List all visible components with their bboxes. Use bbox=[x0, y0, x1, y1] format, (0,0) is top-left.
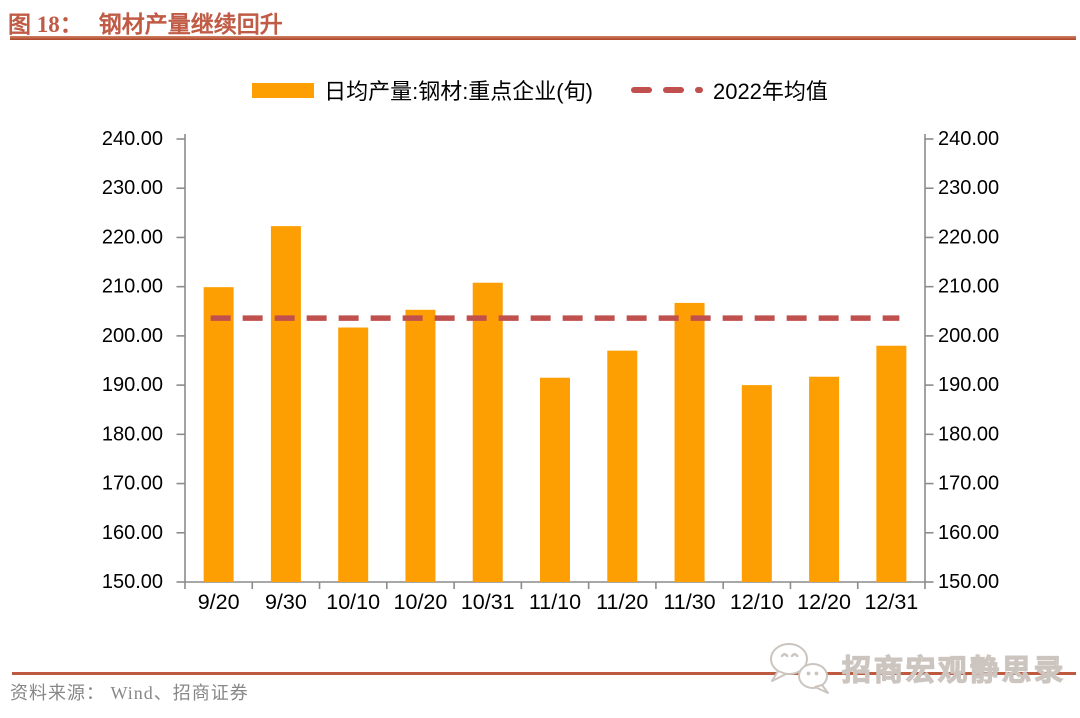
y-axis-label-right: 240.00 bbox=[938, 128, 999, 150]
y-axis-label-left: 160.00 bbox=[102, 522, 163, 544]
y-axis-label-right: 160.00 bbox=[938, 522, 999, 544]
y-axis-label-right: 180.00 bbox=[938, 423, 999, 445]
watermark: 招商宏观静思录 bbox=[764, 636, 1066, 700]
y-axis-label-left: 180.00 bbox=[102, 423, 163, 445]
legend-item-average-line: 2022年均值 bbox=[630, 74, 828, 106]
bar-11/20 bbox=[607, 350, 638, 582]
y-axis-label-right: 220.00 bbox=[938, 226, 999, 248]
y-axis-label-right: 150.00 bbox=[938, 571, 999, 593]
wechat-icon bbox=[769, 643, 829, 694]
x-axis-label: 10/10 bbox=[326, 590, 380, 614]
x-axis-label: 10/20 bbox=[394, 590, 448, 614]
bar-12/31 bbox=[876, 345, 907, 582]
x-axis-label: 11/10 bbox=[529, 590, 581, 614]
watermark-label: 招商宏观静思录 bbox=[841, 654, 1066, 687]
bar-10/20 bbox=[405, 309, 436, 582]
bar-12/20 bbox=[809, 376, 840, 582]
bar-9/30 bbox=[270, 226, 301, 582]
bar-10/31 bbox=[472, 282, 503, 582]
bar-11/30 bbox=[674, 302, 705, 582]
chart-legend: 日均产量:钢材:重点企业(旬) 2022年均值 bbox=[0, 74, 1080, 106]
x-axis-label: 11/20 bbox=[596, 590, 648, 614]
bar-12/10 bbox=[741, 385, 772, 582]
figure-header: 图 18： 钢材产量继续回升 bbox=[8, 5, 283, 39]
legend-line-label: 2022年均值 bbox=[712, 79, 828, 104]
y-axis-label-right: 170.00 bbox=[938, 473, 999, 495]
figure-label: 图 18： bbox=[8, 12, 83, 37]
x-axis-label: 12/20 bbox=[797, 590, 851, 614]
y-axis-label-left: 150.00 bbox=[102, 571, 163, 593]
y-axis-label-left: 230.00 bbox=[102, 177, 163, 199]
x-axis-label: 9/20 bbox=[198, 590, 240, 614]
source-note: 资料来源： Wind、招商证券 bbox=[10, 683, 249, 703]
bar-9/20 bbox=[203, 287, 234, 582]
y-axis-label-left: 240.00 bbox=[102, 128, 163, 150]
figure-title: 钢材产量继续回升 bbox=[98, 12, 283, 37]
x-axis-label: 9/30 bbox=[265, 590, 307, 614]
legend-dash-swatch bbox=[630, 87, 703, 93]
bar-10/10 bbox=[338, 327, 369, 582]
y-axis-label-left: 210.00 bbox=[102, 276, 163, 298]
y-axis-label-right: 200.00 bbox=[938, 325, 999, 347]
y-axis-label-left: 200.00 bbox=[102, 325, 163, 347]
x-axis-label: 12/10 bbox=[730, 590, 784, 614]
y-axis-label-left: 190.00 bbox=[102, 374, 163, 396]
y-axis-label-right: 190.00 bbox=[938, 374, 999, 396]
bar-11/10 bbox=[540, 377, 570, 582]
x-axis-label: 11/30 bbox=[663, 590, 715, 614]
x-axis-label: 10/31 bbox=[461, 590, 515, 614]
y-axis-label-left: 170.00 bbox=[102, 473, 163, 495]
y-axis-label-right: 230.00 bbox=[938, 177, 999, 199]
legend-bar-swatch bbox=[252, 82, 315, 98]
y-axis-label-left: 220.00 bbox=[102, 226, 163, 248]
y-axis-label-right: 210.00 bbox=[938, 276, 999, 298]
x-axis-label: 12/31 bbox=[864, 590, 918, 614]
footer-rule bbox=[12, 672, 1076, 675]
legend-item-bar-series: 日均产量:钢材:重点企业(旬) bbox=[252, 74, 593, 106]
legend-bar-label: 日均产量:钢材:重点企业(旬) bbox=[324, 79, 593, 104]
title-rule bbox=[10, 36, 1076, 40]
